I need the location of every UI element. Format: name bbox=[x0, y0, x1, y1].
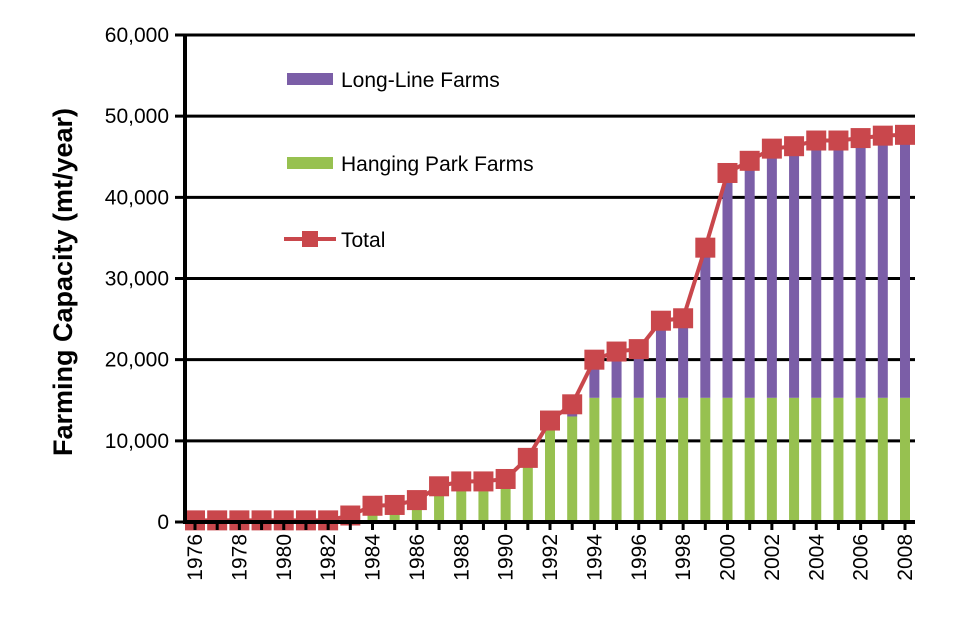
y-tick-label: 30,000 bbox=[105, 268, 169, 291]
x-tick-label: 2004 bbox=[805, 534, 828, 581]
bar-long-line bbox=[833, 144, 844, 398]
bar-hanging-park bbox=[855, 397, 866, 522]
bar-hanging-park bbox=[678, 397, 689, 522]
bar-hanging-park bbox=[389, 513, 400, 522]
bar-hanging-park bbox=[722, 397, 733, 522]
x-tick-label: 2008 bbox=[894, 534, 917, 581]
x-tick-label: 1976 bbox=[184, 534, 207, 581]
x-tick-label: 1984 bbox=[362, 534, 385, 581]
x-tick-label: 1996 bbox=[628, 534, 651, 581]
bar-hanging-park bbox=[589, 397, 600, 522]
bar-long-line bbox=[589, 363, 600, 398]
total-marker bbox=[584, 349, 605, 370]
bar-hanging-park bbox=[877, 397, 888, 522]
bar-hanging-park bbox=[367, 513, 378, 522]
legend-swatch-hanging-park bbox=[287, 157, 333, 169]
bar-hanging-park bbox=[633, 397, 644, 522]
bar-long-line bbox=[766, 152, 777, 398]
bar-hanging-park bbox=[500, 485, 511, 522]
total-marker bbox=[784, 136, 805, 157]
x-tick-label: 1978 bbox=[228, 534, 251, 581]
bar-hanging-park bbox=[611, 397, 622, 522]
total-marker bbox=[517, 447, 538, 468]
bar-long-line bbox=[855, 142, 866, 398]
bar-hanging-park bbox=[744, 397, 755, 522]
total-marker bbox=[628, 339, 649, 360]
x-tick-label: 2000 bbox=[717, 534, 740, 581]
total-marker bbox=[806, 130, 827, 151]
bar-long-line bbox=[700, 251, 711, 398]
legend-marker-total bbox=[302, 231, 318, 247]
x-tick-label: 1998 bbox=[672, 534, 695, 581]
total-marker bbox=[362, 495, 383, 516]
bar-long-line bbox=[611, 354, 622, 398]
x-tick-label: 1982 bbox=[317, 534, 340, 581]
total-marker bbox=[739, 150, 760, 171]
bar-hanging-park bbox=[700, 397, 711, 522]
total-marker bbox=[828, 130, 849, 151]
y-tick-label: 10,000 bbox=[105, 430, 169, 453]
bar-hanging-park bbox=[811, 397, 822, 522]
bar-hanging-park bbox=[766, 397, 777, 522]
y-tick-label: 50,000 bbox=[105, 105, 169, 128]
bar-hanging-park bbox=[478, 491, 489, 522]
x-tick-label: 1980 bbox=[273, 534, 296, 581]
total-marker bbox=[717, 162, 738, 183]
legend-label-total: Total bbox=[341, 229, 385, 252]
bar-hanging-park bbox=[567, 416, 578, 522]
total-marker bbox=[451, 471, 472, 492]
bar-long-line bbox=[633, 353, 644, 398]
x-tick-label: 2002 bbox=[761, 534, 784, 581]
bar-hanging-park bbox=[522, 465, 533, 522]
bar-long-line bbox=[655, 324, 666, 398]
y-tick-label: 40,000 bbox=[105, 186, 169, 209]
total-marker bbox=[540, 410, 560, 431]
bar-hanging-park bbox=[900, 397, 910, 522]
x-tick-label: 1990 bbox=[495, 534, 518, 581]
total-marker bbox=[872, 125, 893, 146]
total-marker bbox=[406, 490, 427, 511]
total-marker bbox=[495, 468, 516, 489]
total-marker bbox=[673, 308, 694, 329]
total-marker bbox=[895, 124, 915, 145]
y-tick-label: 20,000 bbox=[105, 349, 169, 372]
bar-hanging-park bbox=[434, 493, 445, 522]
bar-long-line bbox=[678, 322, 689, 398]
total-marker bbox=[850, 128, 871, 149]
legend-swatch-long-line bbox=[287, 73, 333, 85]
total-marker bbox=[761, 138, 782, 159]
bar-hanging-park bbox=[411, 509, 422, 522]
legend: Long-Line Farms Hanging Park Farms Total bbox=[284, 69, 534, 252]
bar-hanging-park bbox=[456, 489, 467, 522]
bar-long-line bbox=[789, 150, 800, 398]
bar-long-line bbox=[567, 412, 578, 417]
bar-long-line bbox=[722, 177, 733, 398]
total-marker bbox=[473, 471, 494, 492]
total-marker bbox=[384, 494, 405, 515]
total-marker bbox=[562, 394, 583, 415]
bar-hanging-park bbox=[655, 397, 666, 522]
bar-long-line bbox=[744, 164, 755, 398]
y-axis-label: Farming Capacity (mt/year) bbox=[48, 108, 78, 456]
bar-long-line bbox=[900, 138, 910, 398]
y-tick-label: 0 bbox=[157, 511, 169, 534]
x-tick-label: 2006 bbox=[850, 534, 873, 581]
x-tick-label: 1988 bbox=[450, 534, 473, 581]
total-marker bbox=[695, 237, 716, 258]
total-marker bbox=[429, 476, 450, 497]
total-marker bbox=[650, 310, 671, 331]
x-tick-label: 1986 bbox=[406, 534, 429, 581]
y-tick-label: 60,000 bbox=[105, 24, 169, 47]
x-tick-label: 1994 bbox=[583, 534, 606, 581]
total-marker bbox=[606, 341, 627, 362]
legend-label-long-line: Long-Line Farms bbox=[341, 69, 500, 92]
bar-hanging-park bbox=[789, 397, 800, 522]
bar-long-line bbox=[811, 144, 822, 398]
bar-hanging-park bbox=[833, 397, 844, 522]
legend-label-hanging-park: Hanging Park Farms bbox=[341, 153, 534, 176]
bar-hanging-park bbox=[545, 428, 555, 522]
x-tick-label: 1992 bbox=[539, 534, 562, 581]
bar-long-line bbox=[877, 139, 888, 398]
